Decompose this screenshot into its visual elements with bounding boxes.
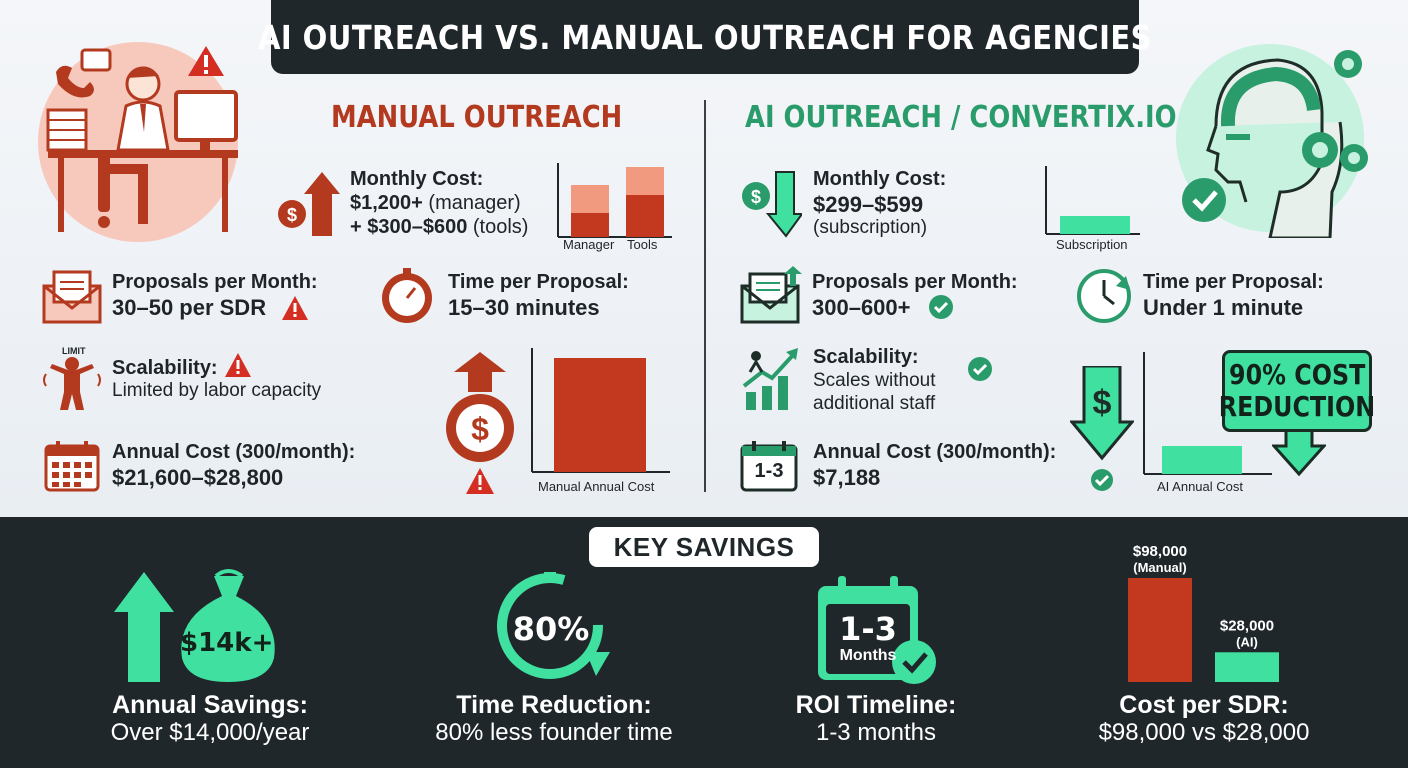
ai-annual-bar: [1162, 446, 1242, 474]
money-bag-icon: [114, 569, 275, 682]
manual-monthly-cost-line1: $1,200+ (manager): [350, 192, 521, 215]
annual-savings-label: Annual Savings:: [112, 691, 308, 719]
roi-icon-sub: Months: [839, 647, 897, 664]
manual-annual-value: $21,600–$28,800: [112, 465, 284, 490]
cost-down-icon: $: [742, 171, 802, 238]
page-title: AI OUTREACH VS. MANUAL OUTREACH FOR AGEN…: [258, 17, 1153, 57]
manual-monthly-cost-chart: [557, 163, 672, 238]
title-banner: AI OUTREACH VS. MANUAL OUTREACH FOR AGEN…: [258, 0, 1152, 74]
ai-proposals-label: Proposals per Month:: [812, 271, 1018, 293]
envelope-icon: [42, 270, 102, 324]
roi-icon-text: 1-3: [839, 610, 897, 648]
cost-up-icon: $: [278, 172, 340, 236]
clock-icon: [1077, 269, 1131, 323]
cost-per-sdr-chart: $98,000(Manual) $28,000(AI): [1128, 543, 1279, 682]
manual-scalability-value: Limited by labor capacity: [112, 380, 322, 401]
roi-calendar-icon: [818, 576, 936, 684]
badge-line1: 90% COST: [1228, 358, 1366, 391]
manual-annual-cost-chart: [531, 348, 670, 473]
manual-tools-note: (tools): [467, 216, 529, 238]
cost-bar-manual: [1128, 578, 1192, 682]
svg-text:$: $: [287, 205, 297, 225]
roi-timeline-label: ROI Timeline:: [795, 691, 957, 719]
manual-proposals-value: 30–50 per SDR: [112, 295, 267, 320]
manual-annual-label: Annual Cost (300/month):: [112, 441, 356, 463]
cost-bar-amount-label: $28,000: [1220, 617, 1274, 634]
warning-icon: [282, 296, 308, 320]
ai-scalability-line1: Scales without: [813, 370, 936, 391]
manual-heading: MANUAL OUTREACH: [331, 100, 623, 135]
key-savings-heading: KEY SAVINGS: [613, 531, 795, 562]
envelope-up-icon: [740, 266, 802, 324]
calendar-icon: [740, 441, 798, 492]
ai-robot-illustration: [1176, 44, 1368, 238]
ai-annual-cost-chart: [1143, 352, 1272, 475]
warning-icon: [225, 353, 251, 377]
key-savings-pill: KEY SAVINGS: [589, 527, 819, 567]
manual-annual-bar: [554, 358, 646, 472]
limited-person-icon: [43, 357, 101, 410]
manual-tools-cost: + $300–$600: [350, 216, 468, 238]
subscription-chart-label: Subscription: [1056, 237, 1128, 252]
ai-annual-chart-label: AI Annual Cost: [1157, 479, 1243, 494]
ai-annual-value: $7,188: [813, 465, 881, 490]
ai-monthly-cost-label: Monthly Cost:: [813, 168, 947, 190]
growth-chart-icon: [742, 348, 798, 410]
ai-heading: AI OUTREACH / CONVERTIX.IO: [745, 100, 1177, 135]
manual-manager-cost: $1,200+: [350, 192, 423, 214]
money-down-icon: $: [1070, 366, 1134, 491]
cost-bar-tag-label: (AI): [1236, 634, 1258, 649]
svg-text:$: $: [751, 187, 761, 207]
manager-bar-base: [571, 213, 609, 237]
time-reduction-icon: [497, 572, 610, 679]
cost-bar-ai: [1215, 652, 1279, 682]
chart-label-tools: Tools: [627, 237, 658, 252]
ai-proposals-value: 300–600+: [812, 295, 911, 320]
svg-text:$: $: [1093, 384, 1112, 422]
manual-time-value: 15–30 minutes: [448, 295, 600, 320]
manual-scalability-label: Scalability:: [112, 357, 218, 379]
manual-proposals-label: Proposals per Month:: [112, 271, 318, 293]
annual-savings-value: Over $14,000/year: [110, 719, 310, 746]
roi-timeline-value: 1-3 months: [815, 719, 937, 746]
ai-monthly-cost-note: (subscription): [813, 217, 928, 238]
subscription-bar: [1060, 216, 1130, 234]
cost-per-sdr-label: Cost per SDR:: [1119, 691, 1289, 719]
badge-line2: REDUCTION: [1218, 390, 1376, 423]
ai-annual-label: Annual Cost (300/month):: [813, 441, 1057, 463]
time-reduction-value: 80% less founder time: [435, 719, 673, 746]
savings-icon-text: $14k+: [180, 628, 274, 658]
stopwatch-icon: [382, 268, 432, 323]
check-icon: [968, 357, 992, 381]
svg-text:$: $: [471, 411, 489, 447]
limit-tag: LIMIT: [62, 346, 86, 356]
calendar-icon: [44, 441, 100, 492]
column-divider: [704, 100, 706, 492]
tools-bar-top: [626, 167, 664, 195]
manual-annual-chart-label: Manual Annual Cost: [538, 479, 655, 494]
manual-monthly-cost-label: Monthly Cost:: [350, 168, 484, 190]
chart-label-manager: Manager: [563, 237, 615, 252]
manager-bar-top: [571, 185, 609, 213]
cost-bar-amount-label: $98,000: [1133, 543, 1187, 560]
manual-manager-note: (manager): [422, 192, 521, 214]
ai-scalability-line2: additional staff: [813, 393, 936, 414]
ai-monthly-cost-chart: [1045, 166, 1140, 235]
cost-bar-tag-label: (Manual): [1133, 560, 1186, 575]
money-up-icon: $: [446, 352, 514, 494]
check-icon: [929, 295, 953, 319]
manual-time-label: Time per Proposal:: [448, 271, 629, 293]
time-reduction-label: Time Reduction:: [456, 691, 652, 719]
cost-reduction-badge: 90% COST REDUCTION: [1218, 350, 1376, 432]
ai-time-label: Time per Proposal:: [1143, 271, 1324, 293]
time-reduction-icon-text: 80%: [512, 610, 590, 648]
ai-time-value: Under 1 minute: [1143, 295, 1304, 320]
manual-monthly-cost-line2: + $300–$600 (tools): [350, 216, 528, 239]
cost-per-sdr-value: $98,000 vs $28,000: [1098, 719, 1310, 746]
tools-bar-base: [626, 195, 664, 237]
ai-calendar-text: 1-3: [754, 460, 784, 482]
manual-worker-illustration: [38, 42, 238, 242]
ai-scalability-label: Scalability:: [813, 346, 919, 368]
ai-monthly-cost-value: $299–$599: [813, 192, 924, 217]
